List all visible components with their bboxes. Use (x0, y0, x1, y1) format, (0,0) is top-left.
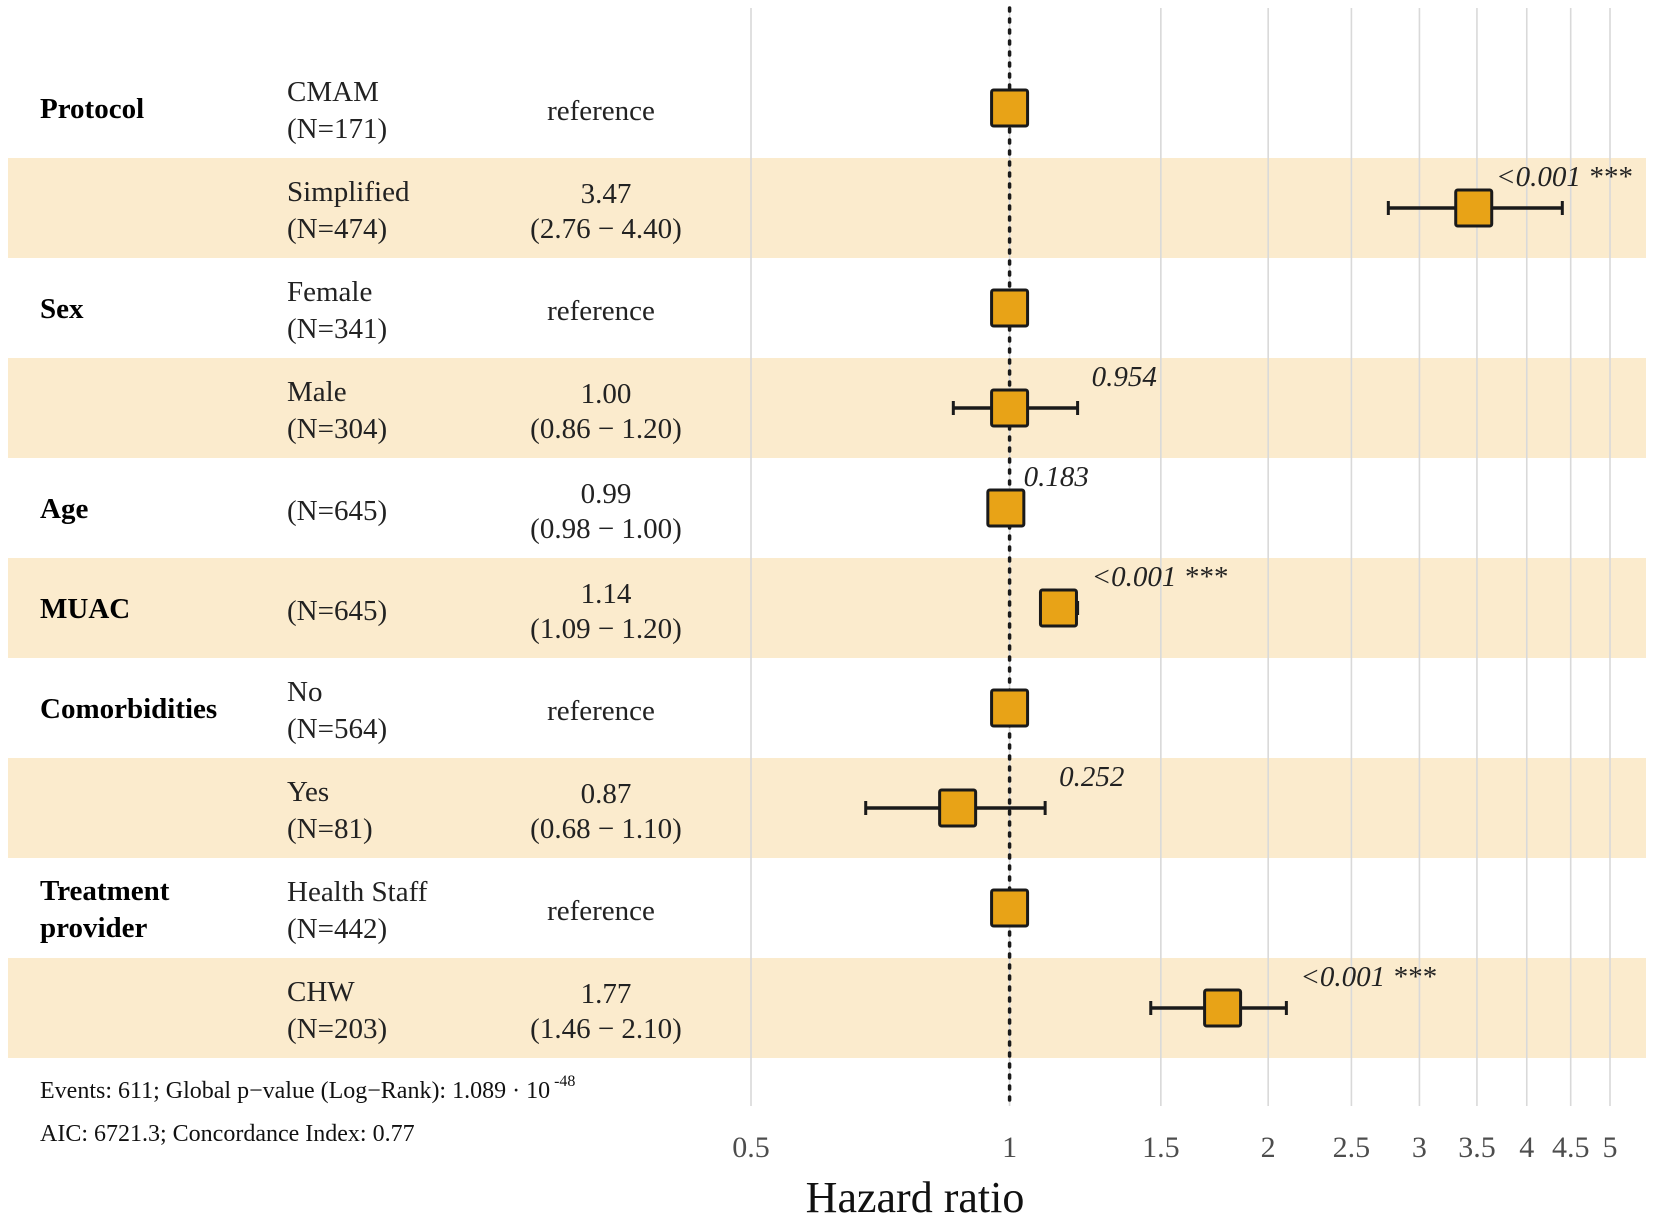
footnote-events: Events: 611; Global p−value (Log−Rank): … (40, 1078, 550, 1104)
level-label-1: Simplified (287, 176, 410, 208)
x-tick-label-2.5: 2.5 (1333, 1131, 1371, 1164)
hr-marker-7 (940, 790, 976, 826)
n-label-7: (N=81) (287, 813, 373, 845)
hr-marker-2 (992, 290, 1028, 326)
level-label-6: No (287, 676, 322, 708)
ci-9: (1.46 − 2.10) (530, 1013, 682, 1045)
estimate-4: 0.99 (581, 478, 632, 510)
hr-marker-9 (1205, 990, 1241, 1026)
variable-label-5: MUAC (40, 593, 130, 625)
level-label-9: CHW (287, 976, 355, 1008)
estimate-8: reference (547, 895, 655, 927)
p-value-9: <0.001 *** (1300, 961, 1436, 993)
estimate-5: 1.14 (581, 578, 632, 610)
ci-4: (0.98 − 1.00) (530, 513, 682, 545)
variable-label-0: Protocol (40, 93, 144, 125)
x-tick-label-0.5: 0.5 (732, 1131, 770, 1164)
x-axis: 0.5 1 1.5 2 2.5 3 3.5 4 4.5 5 Hazard ratio (732, 1131, 1617, 1222)
level-label-8: Health Staff (287, 876, 428, 908)
estimate-6: reference (547, 695, 655, 727)
ci-1: (2.76 − 4.40) (530, 213, 682, 245)
forest-plot: Protocol CMAM (N=171) reference Simplified (N… (0, 0, 1654, 1222)
x-axis-title: Hazard ratio (806, 1173, 1025, 1222)
variable-label-8: Treatment provider (40, 875, 170, 944)
estimate-3: 1.00 (581, 378, 632, 410)
variable-label-line-1: Treatment (40, 875, 170, 907)
n-label-0: (N=171) (287, 113, 387, 145)
variable-label-4: Age (40, 493, 88, 525)
p-value-1: <0.001 *** (1496, 161, 1632, 193)
p-value-5: <0.001 *** (1092, 561, 1228, 593)
footnote-line-1: Events: 611; Global p−value (Log−Rank): … (40, 1073, 575, 1104)
n-label-3: (N=304) (287, 413, 387, 445)
n-label-8: (N=442) (287, 913, 387, 945)
x-tick-label-3.5: 3.5 (1458, 1131, 1496, 1164)
level-label-0: CMAM (287, 76, 379, 108)
hr-marker-0 (992, 90, 1028, 126)
estimate-2: reference (547, 295, 655, 327)
x-tick-label-2: 2 (1261, 1131, 1276, 1164)
estimate-1: 3.47 (581, 178, 632, 210)
hr-marker-8 (992, 890, 1028, 926)
n-label-5: (N=645) (287, 595, 387, 627)
footnotes: Events: 611; Global p−value (Log−Rank): … (40, 1073, 575, 1147)
variable-label-2: Sex (40, 293, 84, 325)
x-tick-label-1.5: 1.5 (1142, 1131, 1180, 1164)
x-tick-label-3: 3 (1412, 1131, 1427, 1164)
row-bands (8, 158, 1646, 1058)
hr-marker-6 (992, 690, 1028, 726)
ci-5: (1.09 − 1.20) (530, 613, 682, 645)
p-value-3: 0.954 (1092, 361, 1157, 393)
p-value-7: 0.252 (1059, 761, 1124, 793)
estimate-7: 0.87 (581, 778, 632, 810)
footnote-exponent: -48 (554, 1073, 575, 1090)
footnote-line-2: AIC: 6721.3; Concordance Index: 0.77 (40, 1121, 415, 1147)
n-label-4: (N=645) (287, 495, 387, 527)
x-tick-label-4.5: 4.5 (1552, 1131, 1590, 1164)
hr-marker-1 (1456, 190, 1492, 226)
estimate-0: reference (547, 95, 655, 127)
row-band-7 (8, 758, 1646, 858)
hr-marker-4 (988, 490, 1024, 526)
hr-marker-5 (1040, 590, 1076, 626)
p-value-4: 0.183 (1024, 461, 1089, 493)
ci-7: (0.68 − 1.10) (530, 813, 682, 845)
n-label-2: (N=341) (287, 313, 387, 345)
level-label-7: Yes (287, 776, 329, 808)
x-tick-label-1: 1 (1002, 1131, 1017, 1164)
row-band-5 (8, 558, 1646, 658)
variable-label-line-2: provider (40, 912, 148, 944)
level-label-2: Female (287, 276, 372, 308)
level-label-3: Male (287, 376, 347, 408)
estimate-9: 1.77 (581, 978, 632, 1010)
x-tick-label-5: 5 (1603, 1131, 1618, 1164)
hr-marker-3 (992, 390, 1028, 426)
n-label-1: (N=474) (287, 213, 387, 245)
x-tick-label-4: 4 (1519, 1131, 1534, 1164)
variable-label-6: Comorbidities (40, 693, 217, 725)
n-label-6: (N=564) (287, 713, 387, 745)
ci-3: (0.86 − 1.20) (530, 413, 682, 445)
row-band-3 (8, 358, 1646, 458)
n-label-9: (N=203) (287, 1013, 387, 1045)
